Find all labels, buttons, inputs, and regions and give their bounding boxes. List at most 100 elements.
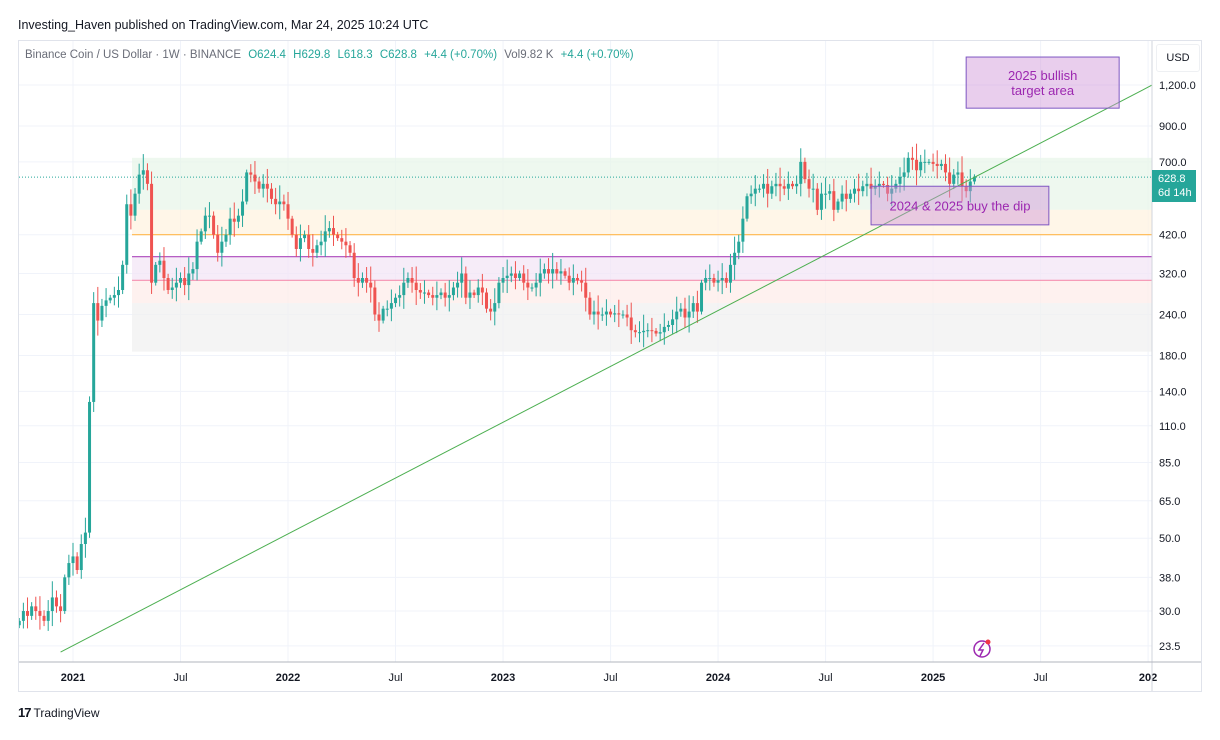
candle: [278, 185, 282, 220]
candle-body: [943, 163, 947, 173]
candle-body: [497, 282, 501, 304]
candle-body: [807, 179, 811, 189]
candle: [902, 157, 906, 191]
currency-button[interactable]: USD: [1156, 44, 1200, 72]
candle: [948, 157, 952, 198]
candle-body: [749, 193, 753, 197]
candle: [915, 143, 919, 186]
candle: [815, 183, 819, 216]
candle-body: [369, 282, 373, 288]
candle: [819, 182, 823, 220]
candle-body: [774, 183, 778, 187]
candle: [600, 307, 604, 321]
candle: [960, 156, 964, 202]
candle: [720, 263, 724, 295]
y-axis-tick-label: 700.0: [1159, 157, 1187, 169]
candle-body: [956, 172, 960, 175]
publisher-line: Investing_Haven published on TradingView…: [18, 18, 429, 32]
candle-body: [154, 264, 158, 283]
candle-body: [881, 183, 885, 186]
candle-body: [658, 332, 662, 334]
candle-body: [377, 314, 381, 321]
candle-body: [480, 287, 484, 293]
lightning-icon[interactable]: [973, 639, 991, 658]
candle: [54, 590, 58, 613]
candle-body: [112, 295, 116, 298]
candle-body: [360, 278, 364, 283]
candle: [75, 552, 79, 575]
candle-body: [948, 172, 952, 184]
candle: [687, 295, 691, 333]
candle-body: [79, 544, 83, 571]
price-zone: [132, 157, 1152, 210]
candle-body: [646, 330, 650, 332]
candle: [154, 262, 158, 286]
candle-body: [431, 295, 435, 298]
candle-body: [145, 170, 149, 184]
high-value: H629.8: [293, 49, 331, 61]
candle-body: [927, 161, 931, 163]
candle-body: [522, 273, 526, 283]
candle-body: [323, 231, 327, 242]
candle: [691, 296, 695, 318]
candle: [712, 273, 716, 287]
candle: [456, 271, 460, 298]
candle: [807, 169, 811, 198]
candle-body: [923, 161, 927, 163]
candle: [100, 298, 104, 327]
candle-body: [451, 287, 455, 296]
annotation-box[interactable]: 2024 & 2025 buy the dip: [870, 185, 1050, 226]
candle: [853, 179, 857, 203]
candle: [480, 273, 484, 306]
candle: [762, 174, 766, 198]
candle: [708, 264, 712, 291]
candle-body: [960, 172, 964, 187]
candle: [646, 323, 650, 338]
candle-body: [712, 278, 716, 283]
candle-body: [513, 273, 517, 279]
candle: [121, 260, 125, 295]
candle: [497, 277, 501, 309]
candle: [174, 267, 178, 302]
candle: [179, 272, 183, 288]
candle-body: [687, 311, 691, 318]
tradingview-logo[interactable]: 17 TradingView: [18, 705, 100, 720]
candle-body: [439, 292, 443, 296]
y-axis-tick-label: 85.0: [1159, 458, 1180, 470]
candle-body: [394, 297, 398, 304]
candle-body: [819, 193, 823, 210]
candle-body: [790, 183, 794, 187]
candle: [939, 159, 943, 171]
candle: [319, 230, 323, 256]
candle-body: [489, 308, 493, 312]
symbol-name[interactable]: Binance Coin / US Dollar · 1W · BINANCE: [25, 49, 242, 61]
candle-body: [319, 241, 323, 246]
candle: [886, 176, 890, 202]
candle-body: [766, 183, 770, 194]
candle: [522, 265, 526, 291]
candle: [956, 161, 960, 185]
candle: [245, 169, 249, 205]
candle: [108, 294, 112, 304]
candle: [964, 179, 968, 198]
candle: [923, 149, 927, 174]
x-axis-tick-label: Jul: [173, 672, 187, 684]
candle: [675, 296, 679, 334]
candle-body: [563, 271, 567, 276]
candle-body: [54, 597, 58, 607]
candle-body: [857, 188, 861, 192]
candle-body: [245, 172, 249, 202]
candle-body: [828, 191, 832, 194]
candle: [551, 252, 555, 289]
annotation-rect: [870, 185, 1050, 226]
x-axis-tick-label: 2025: [921, 672, 945, 684]
candle-body: [236, 215, 240, 222]
candle-body: [385, 308, 389, 310]
candle: [584, 267, 588, 312]
candle: [824, 177, 828, 209]
candle-body: [125, 204, 129, 265]
candle-body: [249, 172, 253, 175]
candle: [418, 283, 422, 299]
